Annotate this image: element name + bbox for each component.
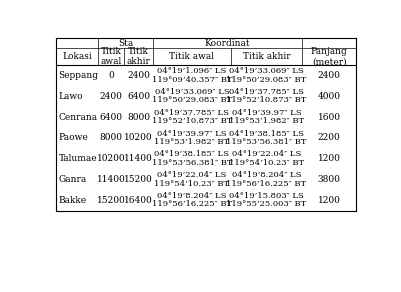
Text: 119°54’10.23″ BT: 119°54’10.23″ BT	[154, 180, 229, 188]
Text: 8000: 8000	[127, 112, 150, 121]
Text: 04°19’22.04″ LS: 04°19’22.04″ LS	[157, 171, 227, 179]
Text: Lokasi: Lokasi	[63, 52, 92, 61]
Text: Cenrana: Cenrana	[59, 112, 98, 121]
Text: Titik akhir: Titik akhir	[243, 52, 290, 61]
Text: 6400: 6400	[99, 112, 122, 121]
Text: 04°19’37.785″ LS: 04°19’37.785″ LS	[229, 88, 304, 96]
Text: 04°19’33.069″ LS: 04°19’33.069″ LS	[229, 67, 304, 75]
Text: 2400: 2400	[99, 92, 122, 101]
Text: 11400: 11400	[124, 154, 153, 163]
Text: 119°50’29.083″ BT: 119°50’29.083″ BT	[152, 96, 232, 105]
Text: Panjang
(meter): Panjang (meter)	[311, 47, 348, 66]
Text: 04°19’8.204″ LS: 04°19’8.204″ LS	[232, 171, 301, 179]
Text: Titik
akhir: Titik akhir	[127, 47, 150, 66]
Text: Titik
awal: Titik awal	[100, 47, 122, 66]
Text: 3800: 3800	[318, 175, 340, 184]
Text: 6400: 6400	[127, 92, 150, 101]
Text: Seppang: Seppang	[59, 71, 99, 80]
Text: 119°52’10.873″ BT: 119°52’10.873″ BT	[226, 96, 306, 105]
Text: 15200: 15200	[97, 196, 126, 205]
Text: 119°54’10.23″ BT: 119°54’10.23″ BT	[229, 159, 304, 167]
Text: 119°50’29.083″ BT: 119°50’29.083″ BT	[226, 76, 306, 84]
Text: 04°19’15.803″ LS: 04°19’15.803″ LS	[229, 192, 304, 200]
Text: 04°19’39.97″ LS: 04°19’39.97″ LS	[231, 109, 301, 117]
Text: 04°19’8.204″ LS: 04°19’8.204″ LS	[157, 192, 227, 200]
Text: 04°19’22.04″ LS: 04°19’22.04″ LS	[232, 150, 301, 158]
Text: Paowe: Paowe	[59, 133, 88, 142]
Text: 2200: 2200	[318, 133, 340, 142]
Text: 119°53’1.982″ BT: 119°53’1.982″ BT	[154, 138, 229, 146]
Text: 119°53’1.982″ BT: 119°53’1.982″ BT	[229, 117, 304, 125]
Text: Koordinat: Koordinat	[205, 39, 250, 48]
Text: 15200: 15200	[124, 175, 153, 184]
Text: 119°52’10.873″ BT: 119°52’10.873″ BT	[152, 117, 232, 125]
Text: 04°19’1.096″ LS: 04°19’1.096″ LS	[157, 67, 227, 75]
Text: Lawo: Lawo	[59, 92, 83, 101]
Text: 4000: 4000	[318, 92, 340, 101]
Text: Titik awal: Titik awal	[170, 52, 215, 61]
Text: 11400: 11400	[97, 175, 126, 184]
Text: 1600: 1600	[318, 112, 340, 121]
Text: Sta: Sta	[118, 39, 133, 48]
Text: 119°55’25.003″ BT: 119°55’25.003″ BT	[226, 200, 306, 208]
Text: 0: 0	[108, 71, 114, 80]
Text: 04°19’38.185″ LS: 04°19’38.185″ LS	[154, 150, 229, 158]
Text: 10200: 10200	[97, 154, 125, 163]
Text: 04°19’37.785″ LS: 04°19’37.785″ LS	[154, 109, 229, 117]
Text: 119°56’16.225″ BT: 119°56’16.225″ BT	[226, 180, 306, 188]
Text: 8000: 8000	[99, 133, 122, 142]
Text: 119°53’56.381″ BT: 119°53’56.381″ BT	[226, 138, 307, 146]
Text: Ganra: Ganra	[59, 175, 87, 184]
Text: 10200: 10200	[124, 133, 153, 142]
Text: 2400: 2400	[127, 71, 150, 80]
Text: 16400: 16400	[124, 196, 153, 205]
Text: Talumae: Talumae	[59, 154, 97, 163]
Text: 1200: 1200	[318, 154, 340, 163]
Text: 04°19’38.185″ LS: 04°19’38.185″ LS	[229, 130, 304, 138]
Text: 119°56’16.225″ BT: 119°56’16.225″ BT	[152, 200, 232, 208]
Text: 119°53’56.381″ BT: 119°53’56.381″ BT	[152, 159, 232, 167]
Text: 2400: 2400	[318, 71, 340, 80]
Text: 04°19’39.97″ LS: 04°19’39.97″ LS	[157, 130, 227, 138]
Text: 1200: 1200	[318, 196, 340, 205]
Text: Bakke: Bakke	[59, 196, 87, 205]
Text: 119°09’40.357″ BT: 119°09’40.357″ BT	[152, 76, 232, 84]
Text: 04°19’33.069″ LS: 04°19’33.069″ LS	[154, 88, 229, 96]
